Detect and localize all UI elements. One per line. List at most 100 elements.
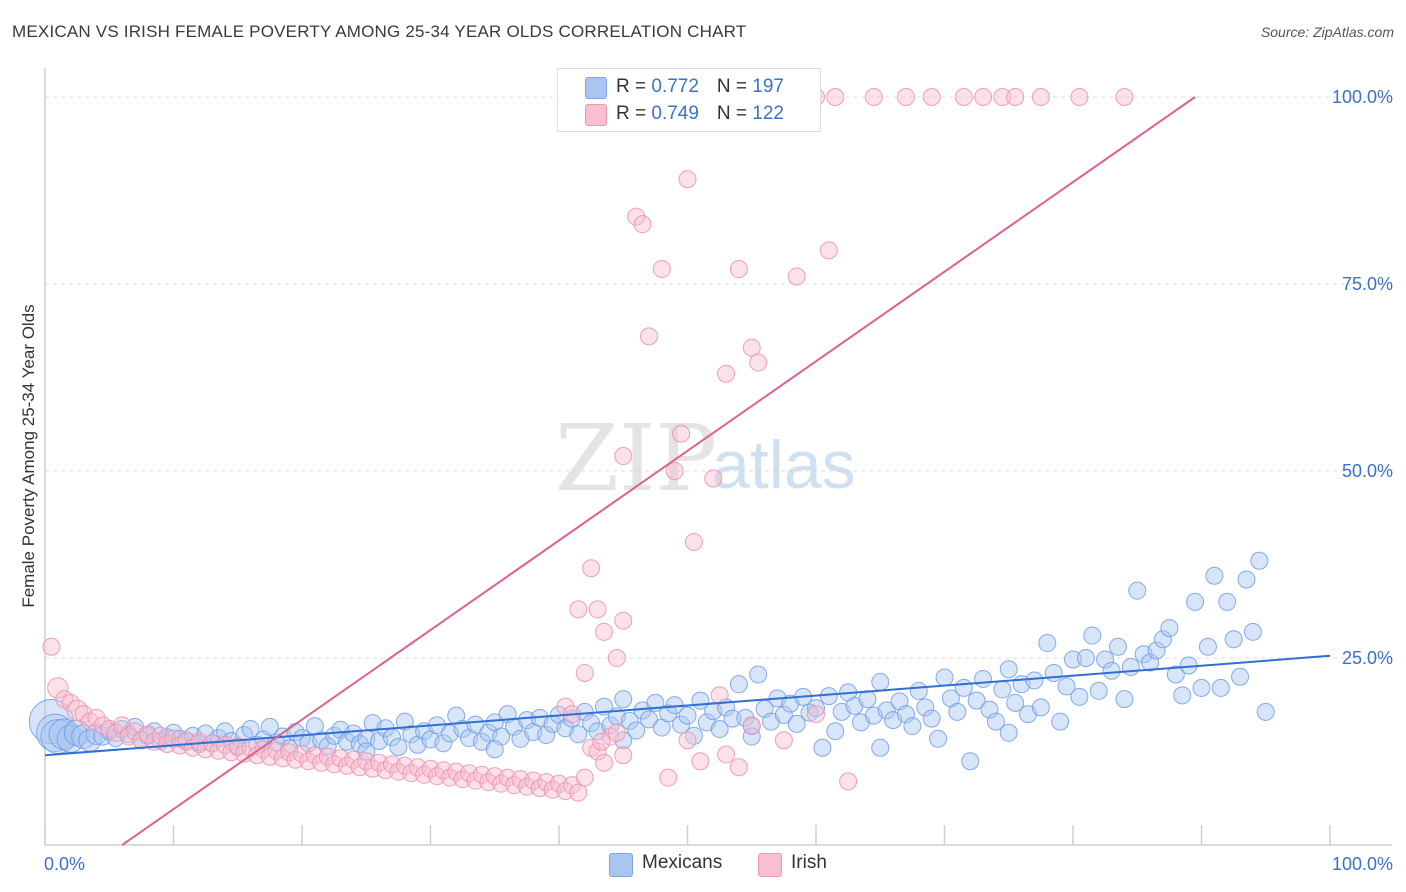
trendline-irish (121, 96, 1196, 846)
data-point-irish (659, 768, 678, 787)
data-point-mexicans (896, 705, 915, 724)
data-point-irish (691, 752, 710, 771)
data-point-irish (447, 762, 466, 781)
data-point-mexicans (871, 738, 890, 757)
data-point-mexicans (678, 706, 697, 725)
data-point-mexicans (1044, 663, 1063, 682)
data-point-irish (787, 267, 806, 286)
data-point-mexicans (948, 702, 967, 721)
data-point-irish (550, 774, 568, 793)
data-point-mexicans (620, 711, 639, 730)
data-point-mexicans (1173, 686, 1192, 705)
data-point-mexicans (826, 722, 845, 741)
data-point-irish (864, 88, 883, 106)
data-point-mexicans (1070, 687, 1089, 706)
data-point-irish (164, 729, 183, 748)
data-point-mexicans (1231, 667, 1250, 686)
data-point-mexicans (241, 720, 260, 739)
data-point-irish (395, 756, 414, 775)
axes (44, 68, 1392, 846)
data-point-irish (1031, 88, 1050, 106)
data-point-irish (138, 725, 157, 744)
data-point-irish (826, 88, 845, 106)
data-point-mexicans (672, 715, 691, 734)
data-point-irish (524, 771, 543, 790)
data-point-irish (511, 770, 530, 789)
data-point-mexicans (787, 714, 806, 733)
data-point-mexicans (1064, 650, 1082, 669)
legend: R = 0.772 N = 197 R = 0.749 N = 122 (557, 68, 821, 132)
data-point-mexicans (819, 687, 838, 706)
x-tick-label: 100.0% (1332, 854, 1393, 874)
data-point-irish (434, 761, 453, 780)
data-point-irish (993, 88, 1012, 106)
data-point-irish (704, 469, 723, 488)
data-point-mexicans (935, 668, 954, 687)
data-point-irish (421, 759, 440, 778)
bottom-legend-mexicans: Mexicans (642, 852, 723, 873)
data-point-irish (614, 746, 633, 765)
data-point-mexicans (1115, 690, 1134, 709)
data-point-irish (672, 424, 691, 443)
data-point-mexicans (1038, 634, 1057, 653)
data-point-mexicans (71, 724, 96, 749)
data-point-mexicans (434, 734, 453, 753)
legend-row-irish: R = 0.749 N = 122 (616, 102, 784, 126)
data-point-irish (652, 260, 671, 279)
legend-swatch-mexicans (585, 77, 607, 99)
data-point-irish (607, 723, 626, 742)
watermark: ZIP atlas (555, 405, 856, 512)
data-point-irish (717, 745, 736, 764)
data-point-irish (1070, 88, 1089, 106)
data-point-mexicans (710, 720, 729, 739)
data-point-mexicans (1147, 641, 1166, 660)
data-point-irish (896, 88, 915, 106)
data-point-mexicans (1243, 622, 1262, 641)
data-point-irish (742, 338, 761, 357)
legend-n-value: 122 (752, 103, 784, 124)
data-point-mexicans (1128, 581, 1147, 600)
data-point-mexicans (1076, 649, 1095, 667)
grid (45, 96, 1392, 659)
data-point-irish (588, 742, 607, 761)
legend-r-value: 0.772 (651, 76, 699, 97)
data-point-irish (280, 743, 299, 762)
y-axis-label: Female Poverty Among 25-34 Year Olds (19, 304, 38, 607)
data-point-mexicans (999, 723, 1018, 742)
legend-r-value: 0.749 (651, 103, 699, 124)
data-point-irish (807, 705, 825, 724)
legend-row-mexicans: R = 0.772 N = 197 (616, 75, 784, 99)
y-tick-label: 25.0% (1342, 648, 1393, 668)
data-point-mexicans (999, 660, 1018, 679)
data-point-irish (633, 215, 652, 234)
tick-labels: 25.0% 50.0% 75.0% 100.0% 0.0% 100.0% (44, 87, 1393, 874)
data-point-irish (627, 207, 646, 226)
data-point-mexicans (1096, 650, 1115, 669)
data-point-irish (614, 611, 633, 630)
data-point-irish (1006, 88, 1025, 106)
data-point-mexicans (800, 703, 819, 722)
data-point-irish (774, 731, 793, 750)
data-point-mexicans (1256, 702, 1275, 721)
data-point-mexicans (1031, 698, 1050, 717)
data-point-irish (575, 663, 594, 682)
data-point-mexicans (1057, 677, 1076, 696)
data-point-mexicans (389, 738, 408, 757)
data-point-mexicans (961, 752, 980, 771)
data-point-mexicans (1006, 693, 1025, 712)
data-point-irish (678, 731, 697, 750)
data-point-mexicans (357, 742, 376, 761)
data-point-mexicans (1083, 626, 1102, 645)
data-point-irish (839, 772, 858, 791)
y-tick-label: 75.0% (1342, 274, 1393, 294)
trendline-mexicans (44, 654, 1331, 757)
data-point-irish (1115, 88, 1134, 106)
data-point-mexicans (807, 699, 825, 718)
data-point-mexicans (813, 738, 832, 757)
data-point-irish (305, 746, 324, 765)
data-point-mexicans (1166, 665, 1185, 684)
data-point-mexicans (1237, 570, 1256, 589)
data-point-irish (460, 764, 479, 783)
legend-r-label: R = (616, 103, 652, 124)
